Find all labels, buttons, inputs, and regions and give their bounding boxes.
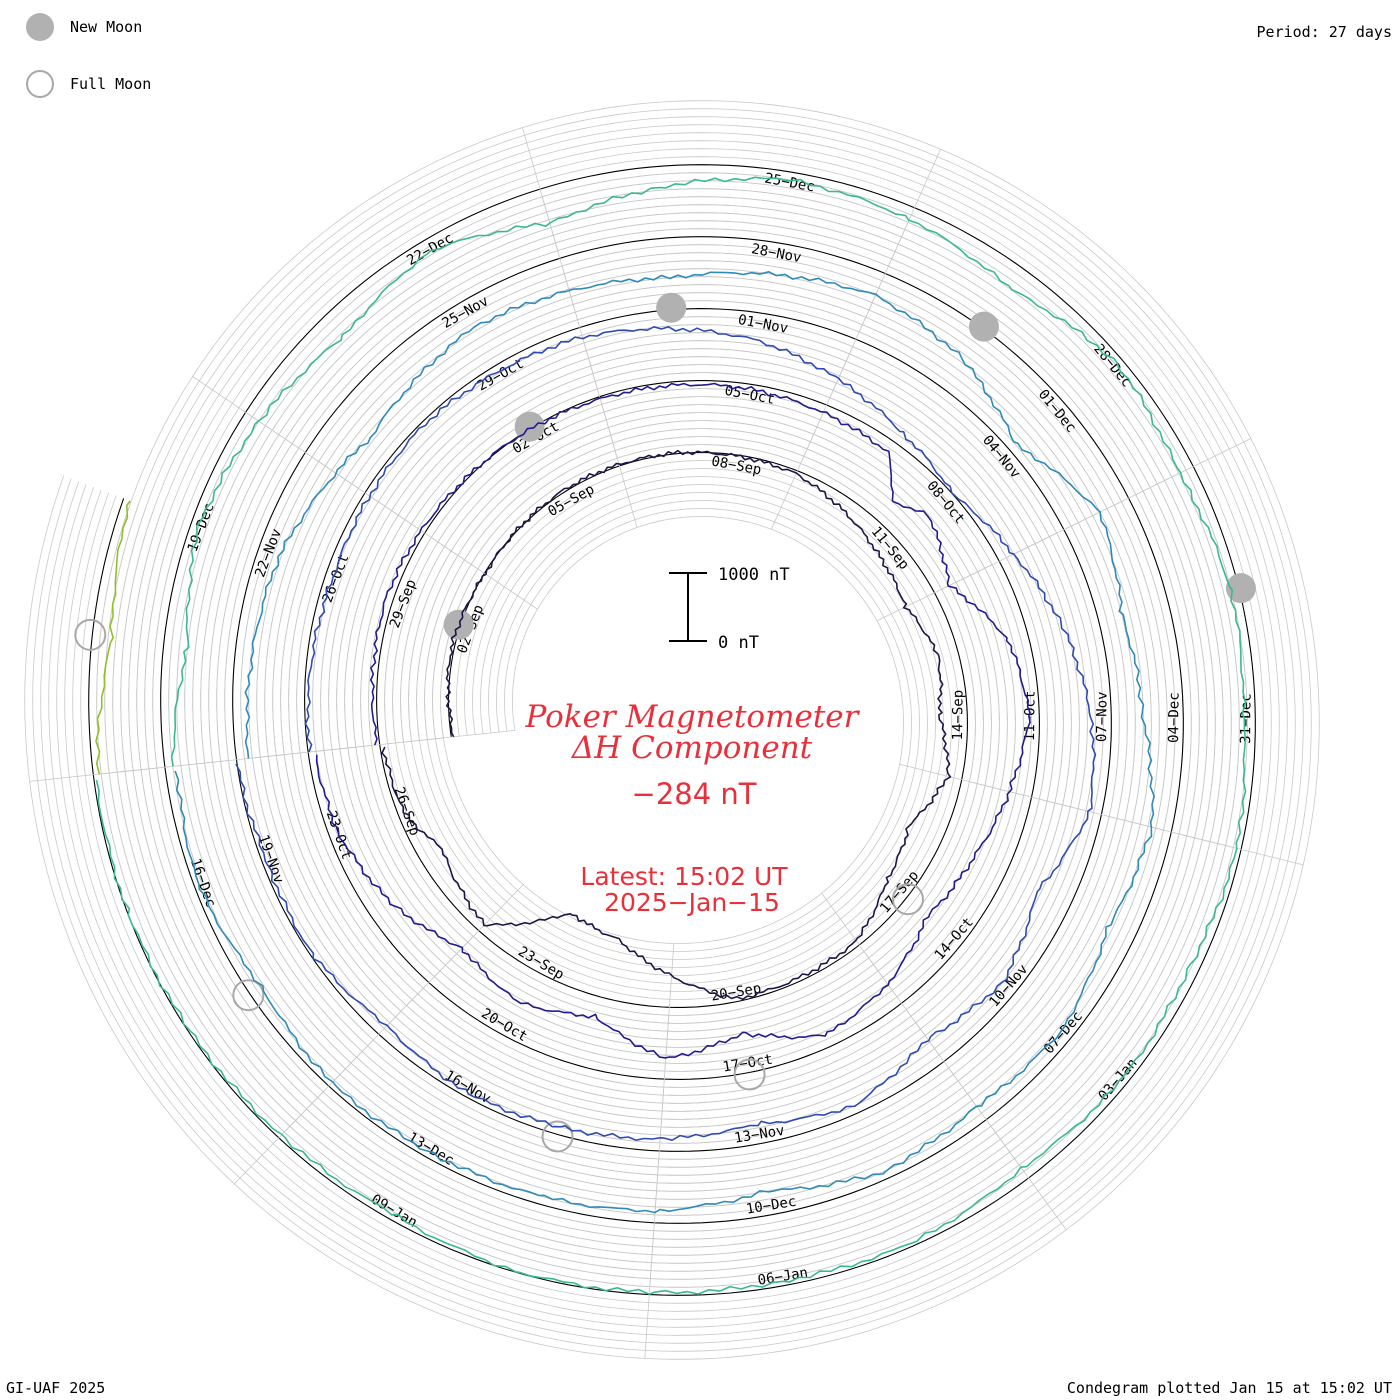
current-value: −284 nT: [632, 777, 757, 811]
tick-label: 11−Sep: [868, 524, 912, 573]
legend-new-moon-label: New Moon: [70, 18, 143, 36]
full-moon-marker: [541, 1120, 574, 1153]
spoke-line: [234, 1091, 324, 1185]
latest-date: 2025−Jan−15: [604, 888, 780, 917]
tick-label: 04−Dec: [1166, 692, 1183, 743]
series-line: [235, 326, 1097, 1141]
spoke-line: [888, 149, 941, 267]
new-moon-icon: [26, 13, 54, 41]
series-line: [174, 271, 1155, 1214]
new-moon-marker: [514, 411, 545, 442]
tick-label: 20−Sep: [710, 981, 762, 1005]
grid-spiral: [64, 140, 1280, 1320]
scale-bar: 1000 nT 0 nT: [669, 565, 790, 653]
series-line: [95, 500, 131, 775]
center-text: Poker Magnetometer ΔH Component −284 nT …: [525, 699, 861, 917]
scale-top-label: 1000 nT: [718, 565, 790, 585]
radial-spokes: [29, 127, 1304, 1359]
tick-label: 31−Dec: [1238, 693, 1255, 744]
grid-spiral: [72, 148, 1272, 1312]
scale-bottom-label: 0 nT: [718, 633, 759, 653]
tick-label: 01−Nov: [737, 312, 790, 337]
spoke-line: [522, 127, 559, 251]
spoke-line: [29, 767, 157, 782]
chart-title-line1: Poker Magnetometer: [525, 699, 861, 735]
full-moon-marker: [733, 1058, 766, 1091]
tick-label: 10−Dec: [745, 1194, 797, 1218]
chart-title-line2: ΔH Component: [571, 730, 813, 766]
moon-phase-markers: [74, 292, 1256, 1153]
tick-label: 14−Sep: [950, 690, 967, 741]
full-moon-icon: [26, 70, 54, 98]
new-moon-marker: [968, 311, 999, 342]
spoke-line: [990, 1125, 1067, 1231]
full-moon-marker: [891, 883, 924, 916]
baseline-spiral: [88, 164, 1256, 1296]
new-moon-marker: [443, 609, 474, 640]
spoke-line: [1178, 833, 1304, 866]
new-moon-marker: [656, 292, 687, 323]
tick-label: 28−Nov: [750, 241, 803, 266]
grid-spiral: [24, 100, 1320, 1360]
footer-plot-time: Condegram plotted Jan 15 at 15:02 UT: [1066, 1379, 1392, 1397]
legend-full-moon: Full Moon: [26, 70, 151, 98]
grid-spiral: [32, 108, 1312, 1352]
legend-full-moon-label: Full Moon: [70, 75, 152, 93]
period-label: Period: 27 days: [1256, 23, 1392, 41]
grid-spiral: [40, 116, 1304, 1344]
tick-label: 25−Dec: [763, 170, 816, 195]
tick-label: 13−Nov: [733, 1123, 785, 1147]
new-moon-marker: [1225, 573, 1256, 604]
grid-spiral: [56, 132, 1288, 1328]
full-moon-marker: [74, 618, 107, 651]
data-series: [95, 176, 1247, 1295]
series-line: [95, 176, 1247, 1295]
tick-label: 17−Oct: [722, 1052, 774, 1076]
latest-time: Latest: 15:02 UT: [580, 862, 788, 891]
grid-spiral: [80, 156, 1264, 1304]
series-line: [315, 382, 1031, 1059]
series-line: [381, 449, 952, 1001]
spoke-line: [1135, 438, 1252, 495]
tick-label: 07−Nov: [1094, 691, 1111, 742]
tick-label: 11−Oct: [1022, 691, 1039, 742]
legend-new-moon: New Moon: [26, 13, 142, 41]
spoke-line: [192, 376, 299, 449]
footer-credit: GI-UAF 2025: [6, 1379, 106, 1397]
full-moon-marker: [232, 979, 265, 1012]
tick-label: 08−Sep: [710, 453, 763, 478]
